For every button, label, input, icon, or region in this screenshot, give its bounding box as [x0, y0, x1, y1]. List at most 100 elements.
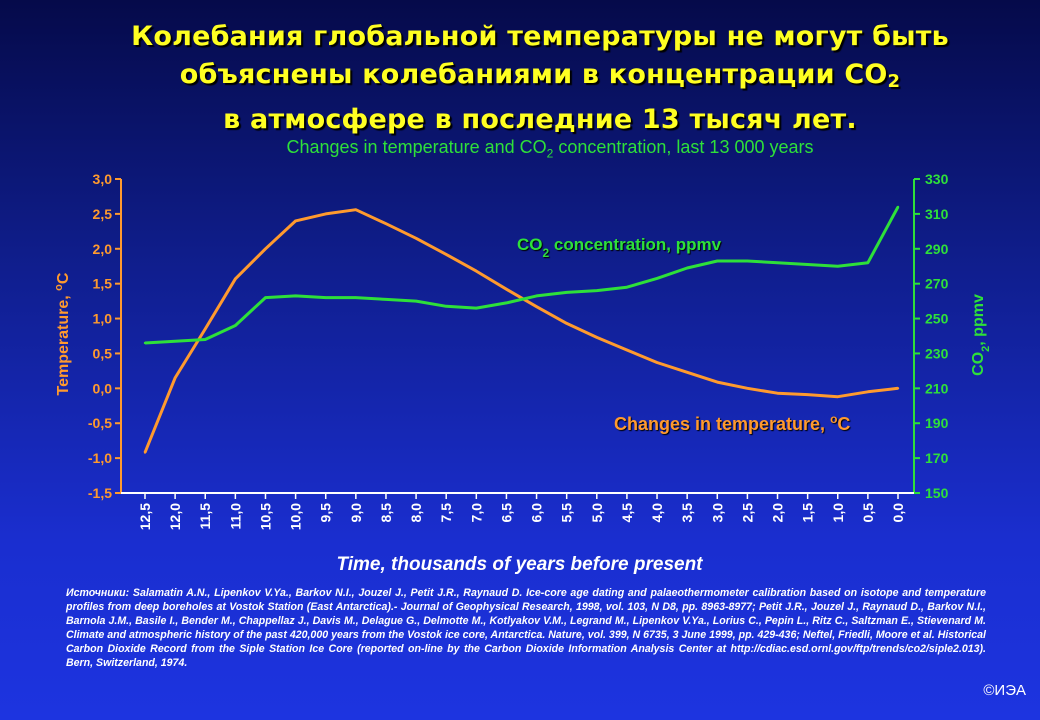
- right-tick-label: 330: [925, 171, 949, 187]
- co2-point: [535, 294, 538, 298]
- right-tick-label: 190: [925, 415, 949, 431]
- left-tick-label: 0,0: [93, 380, 113, 396]
- co2-point: [746, 259, 749, 263]
- left-tick-label: -1,5: [88, 485, 112, 501]
- left-tick-label: 1,5: [93, 276, 113, 292]
- x-tick-label: 7,5: [438, 503, 454, 523]
- co2-point: [565, 291, 568, 294]
- co2-point: [173, 340, 177, 343]
- x-tick-label: 2,0: [770, 503, 786, 523]
- x-tick-label: 9,0: [348, 503, 364, 523]
- temperature-point: [836, 395, 839, 398]
- co2-point: [776, 261, 779, 264]
- temperature-point: [384, 222, 388, 225]
- co2-point: [625, 285, 629, 289]
- co2-point: [234, 324, 237, 327]
- temperature-series-label: Changes in temperature, oC: [614, 412, 850, 434]
- co2-point: [445, 305, 448, 308]
- co2-point: [354, 296, 358, 299]
- co2-point: [264, 296, 267, 299]
- x-tick-label: 12,5: [137, 503, 153, 530]
- co2-point: [836, 265, 839, 268]
- temperature-point: [896, 387, 900, 390]
- temperature-co2-chart: 3,0 2,5 2,0 1,5 1,0 0,5 0,0 -0,5 -1,0 -1,5 330 310 2…: [53, 171, 992, 575]
- co2-point: [655, 277, 659, 280]
- right-tick-label: 170: [925, 450, 949, 466]
- left-tick-label: 3,0: [93, 171, 113, 187]
- x-tick-label: 1,5: [800, 503, 816, 523]
- temperature-point: [776, 392, 779, 395]
- left-axis-label: Temperature, oC: [53, 272, 72, 395]
- left-tick-label: -0,5: [88, 415, 112, 431]
- right-axis-label: CO2, ppmv: [970, 294, 992, 376]
- x-tick-label: 3,5: [679, 503, 695, 523]
- right-tick-label: 230: [925, 345, 949, 361]
- left-tick-label: 0,5: [93, 345, 113, 361]
- temperature-point: [866, 390, 870, 394]
- temperature-point: [565, 322, 568, 325]
- chart-subtitle: Changes in temperature and CO2 concentra…: [0, 137, 1040, 161]
- temperature-point: [234, 277, 237, 280]
- co2-point: [595, 289, 598, 292]
- temperature-point: [143, 451, 147, 454]
- x-axis-label: Time, thousands of years before present: [336, 554, 703, 575]
- co2-point: [685, 266, 689, 270]
- temperature-point: [445, 253, 448, 256]
- temperature-point: [595, 336, 598, 339]
- x-tick-label: 7,0: [468, 503, 484, 523]
- temperature-point: [324, 212, 327, 216]
- right-tick-label: 290: [925, 241, 949, 257]
- x-tick-label: 8,5: [378, 503, 394, 523]
- co2-point: [475, 306, 478, 310]
- title-line-2: объяснены колебаниями в концентрации CO2: [40, 56, 1040, 101]
- temperature-point: [264, 247, 267, 250]
- co2-point: [384, 298, 388, 301]
- x-tick-label: 12,0: [167, 503, 183, 530]
- x-tick-label: 5,5: [559, 503, 575, 523]
- co2-point: [716, 259, 719, 263]
- temperature-point: [806, 393, 809, 396]
- temperature-point: [716, 380, 719, 384]
- temperature-point: [173, 376, 177, 380]
- right-tick-label: 250: [925, 311, 949, 327]
- temperature-point: [685, 371, 689, 374]
- x-tick-label: 4,0: [649, 503, 665, 523]
- temperature-point: [294, 219, 297, 223]
- co2-point: [505, 301, 508, 305]
- subtitle-post: concentration, last 13 000 years: [553, 137, 814, 157]
- x-tick-label: 11,5: [197, 503, 213, 530]
- temperature-point: [354, 208, 358, 211]
- title-line-2-text: объяснены колебаниями в концентрации CO: [179, 59, 888, 90]
- co2-point: [324, 296, 327, 299]
- x-tick-label: 4,5: [619, 503, 635, 523]
- x-tick-label: 0,5: [860, 503, 876, 523]
- co2-point: [143, 341, 147, 345]
- temperature-point: [505, 288, 508, 291]
- x-tick-label: 2,5: [739, 503, 755, 523]
- copyright: ©ИЭА: [983, 682, 1026, 699]
- co2-point: [806, 263, 809, 266]
- slide-title: Колебания глобальной температуры не могу…: [40, 18, 1040, 139]
- subtitle-sub: 2: [546, 146, 554, 161]
- temperature-point: [535, 305, 538, 308]
- subtitle-pre: Changes in temperature and CO: [286, 137, 547, 157]
- x-tick-label: 9,5: [318, 503, 334, 523]
- co2-point: [204, 338, 207, 341]
- x-tick-label: 3,0: [709, 503, 725, 523]
- x-tick-label: 6,5: [498, 503, 514, 523]
- x-tick-label: 8,0: [408, 503, 424, 523]
- x-tick-label: 6,0: [529, 503, 545, 523]
- x-tick-label: 10,0: [288, 503, 304, 530]
- left-tick-label: 1,0: [93, 311, 113, 327]
- sources-text: Источники: Salamatin A.N., Lipenkov V.Ya…: [66, 587, 986, 669]
- x-tick-label: 0,0: [890, 503, 906, 523]
- x-tick-label: 11,0: [227, 503, 243, 530]
- left-tick-label: -1,0: [88, 450, 112, 466]
- x-tick-label: 1,0: [830, 503, 846, 523]
- title-line-1: Колебания глобальной температуры не могу…: [131, 21, 949, 52]
- title-line-2-sub: 2: [887, 71, 901, 92]
- co2-point: [896, 205, 900, 209]
- co2-line: [144, 206, 900, 345]
- right-tick-label: 210: [925, 380, 949, 396]
- right-tick-label: 310: [925, 206, 949, 222]
